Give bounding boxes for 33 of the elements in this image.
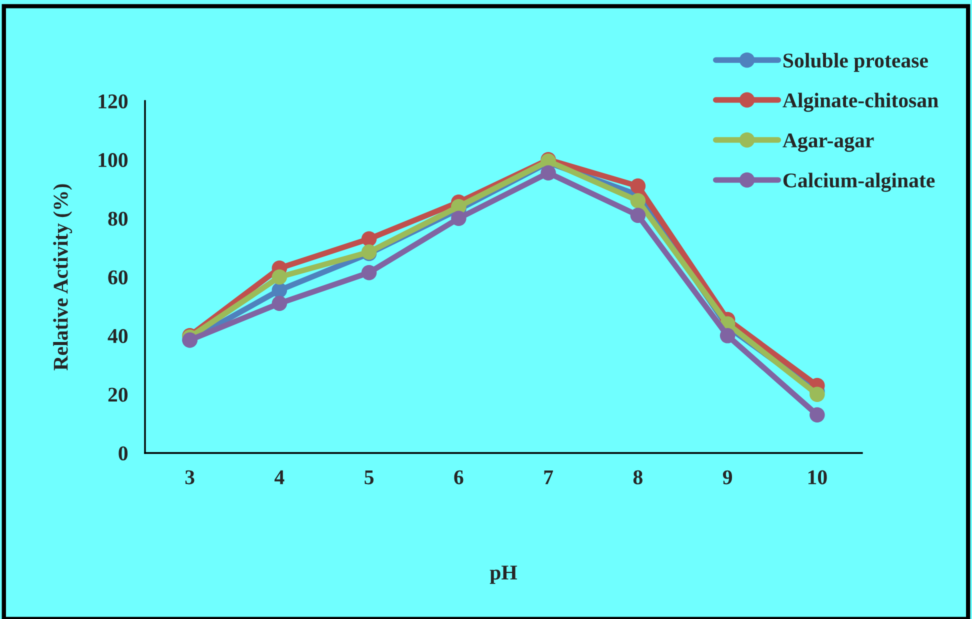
- point: [272, 296, 288, 312]
- point: [451, 210, 466, 226]
- y-tick-label: 40: [108, 329, 128, 344]
- x-tick-label: 9: [722, 470, 732, 484]
- y-axis-title: Relative Activity (%): [53, 184, 72, 370]
- y-tick-label: 20: [108, 388, 128, 402]
- y-tick-label: 120: [98, 94, 128, 108]
- point: [810, 386, 825, 402]
- x-tick-label: 7: [544, 470, 554, 484]
- point: [361, 231, 377, 247]
- point: [630, 208, 646, 224]
- point: [272, 269, 288, 285]
- point: [720, 328, 736, 344]
- point: [810, 407, 825, 423]
- x-tick-label: 5: [364, 470, 374, 484]
- y-tick-label: 100: [98, 153, 128, 168]
- x-tick-label: 8: [633, 470, 642, 484]
- x-tick-label: 10: [808, 470, 827, 484]
- y-tick-label: 60: [108, 270, 128, 284]
- point: [540, 165, 556, 181]
- legend-label: Agar-agar: [782, 133, 874, 152]
- y-tick-label: 80: [108, 212, 128, 226]
- point: [630, 178, 646, 194]
- point: [361, 264, 377, 280]
- legend-label: Alginate-chitosan: [782, 92, 938, 112]
- y-tick-label: 0: [118, 446, 128, 460]
- legend-label: Calcium-alginate: [783, 172, 935, 192]
- point: [630, 193, 646, 208]
- x-tick-label: 6: [454, 470, 464, 484]
- x-axis-title: pH: [490, 566, 518, 584]
- x-tick-label: 4: [274, 470, 284, 484]
- x-tick-label: 3: [185, 470, 194, 484]
- legend-label: Soluble protease: [784, 52, 928, 72]
